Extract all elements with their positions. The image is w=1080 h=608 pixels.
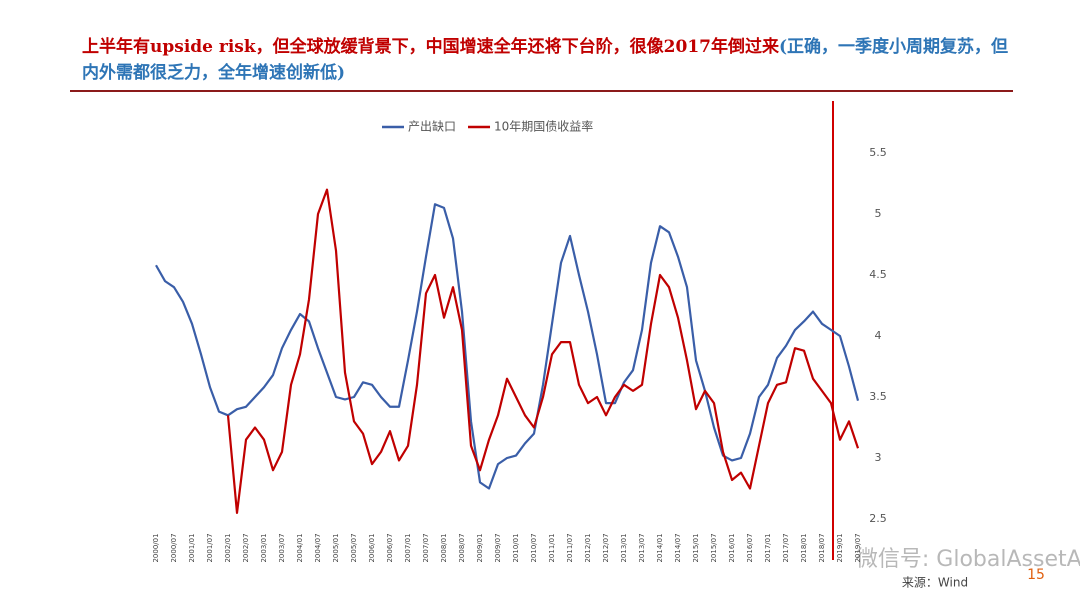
x-tick-label: 2004/07 [314,533,322,562]
x-tick-label: 2019/01 [836,533,844,562]
x-tick-label: 2019/07 [854,533,862,562]
x-tick-label: 2005/01 [332,533,340,562]
x-tick-label: 2013/07 [638,533,646,562]
x-tick-label: 2009/07 [494,533,502,562]
x-tick-label: 2008/07 [458,533,466,562]
x-tick-label: 2001/01 [188,533,196,562]
x-tick-label: 2005/07 [350,533,358,562]
y-tick-label: 2.5 [869,512,887,525]
page-number: 15 [1027,567,1045,583]
x-tick-label: 2010/01 [512,533,520,562]
x-tick-label: 2012/07 [602,533,610,562]
legend-label: 产出缺口 [408,119,456,134]
title-main: 上半年有upside risk，但全球放缓背景下，中国增速全年还将下台阶，很像2… [82,37,779,57]
x-tick-label: 2001/07 [206,533,214,562]
x-tick-label: 2007/07 [422,533,430,562]
x-tick-label: 2008/01 [440,533,448,562]
x-tick-label: 2014/01 [656,533,664,562]
y-tick-label: 3 [875,451,882,464]
x-tick-label: 2011/01 [548,533,556,562]
x-tick-label: 2015/07 [710,533,718,562]
x-tick-label: 2000/07 [170,533,178,562]
source: 来源：Wind [902,576,968,590]
x-tick-label: 2016/07 [746,533,754,562]
x-tick-label: 2006/01 [368,533,376,562]
series-line [155,203,860,490]
x-tick-label: 2003/07 [278,533,286,562]
x-tick-label: 2009/01 [476,533,484,562]
title-rule [70,90,1013,92]
watermark: 微信号: GlobalAssetAllocator [856,547,1080,572]
x-tick-label: 2000/01 [152,533,160,562]
y-tick-label: 4.5 [869,268,887,281]
x-tick-label: 2003/01 [260,533,268,562]
x-tick-label: 2013/01 [620,533,628,562]
x-tick-label: 2002/07 [242,533,250,562]
legend-label: 10年期国债收益率 [494,119,593,134]
y-tick-label: 4 [875,329,882,342]
x-tick-label: 2007/01 [404,533,412,562]
x-tick-label: 2018/07 [818,533,826,562]
x-tick-label: 2004/01 [296,533,304,562]
y-tick-label: 5.5 [869,146,887,159]
slide-title: 上半年有upside risk，但全球放缓背景下，中国增速全年还将下台阶，很像2… [82,34,1012,86]
x-tick-label: 2006/07 [386,533,394,562]
x-tick-label: 2017/07 [782,533,790,562]
y-tick-label: 5 [875,207,882,220]
x-tick-label: 2002/01 [224,533,232,562]
x-tick-label: 2011/07 [566,533,574,562]
x-tick-label: 2018/01 [800,533,808,562]
x-tick-label: 2014/07 [674,533,682,562]
x-tick-label: 2017/01 [764,533,772,562]
x-tick-label: 2016/01 [728,533,736,562]
x-tick-label: 2012/01 [584,533,592,562]
series-line [226,188,860,514]
x-tick-label: 2010/07 [530,533,538,562]
title-note: (正确，一季度小周期复苏，但内外需都很乏力，全年增速创新低) [82,37,1009,83]
x-tick-label: 2015/01 [692,533,700,562]
y-tick-label: 3.5 [869,390,887,403]
